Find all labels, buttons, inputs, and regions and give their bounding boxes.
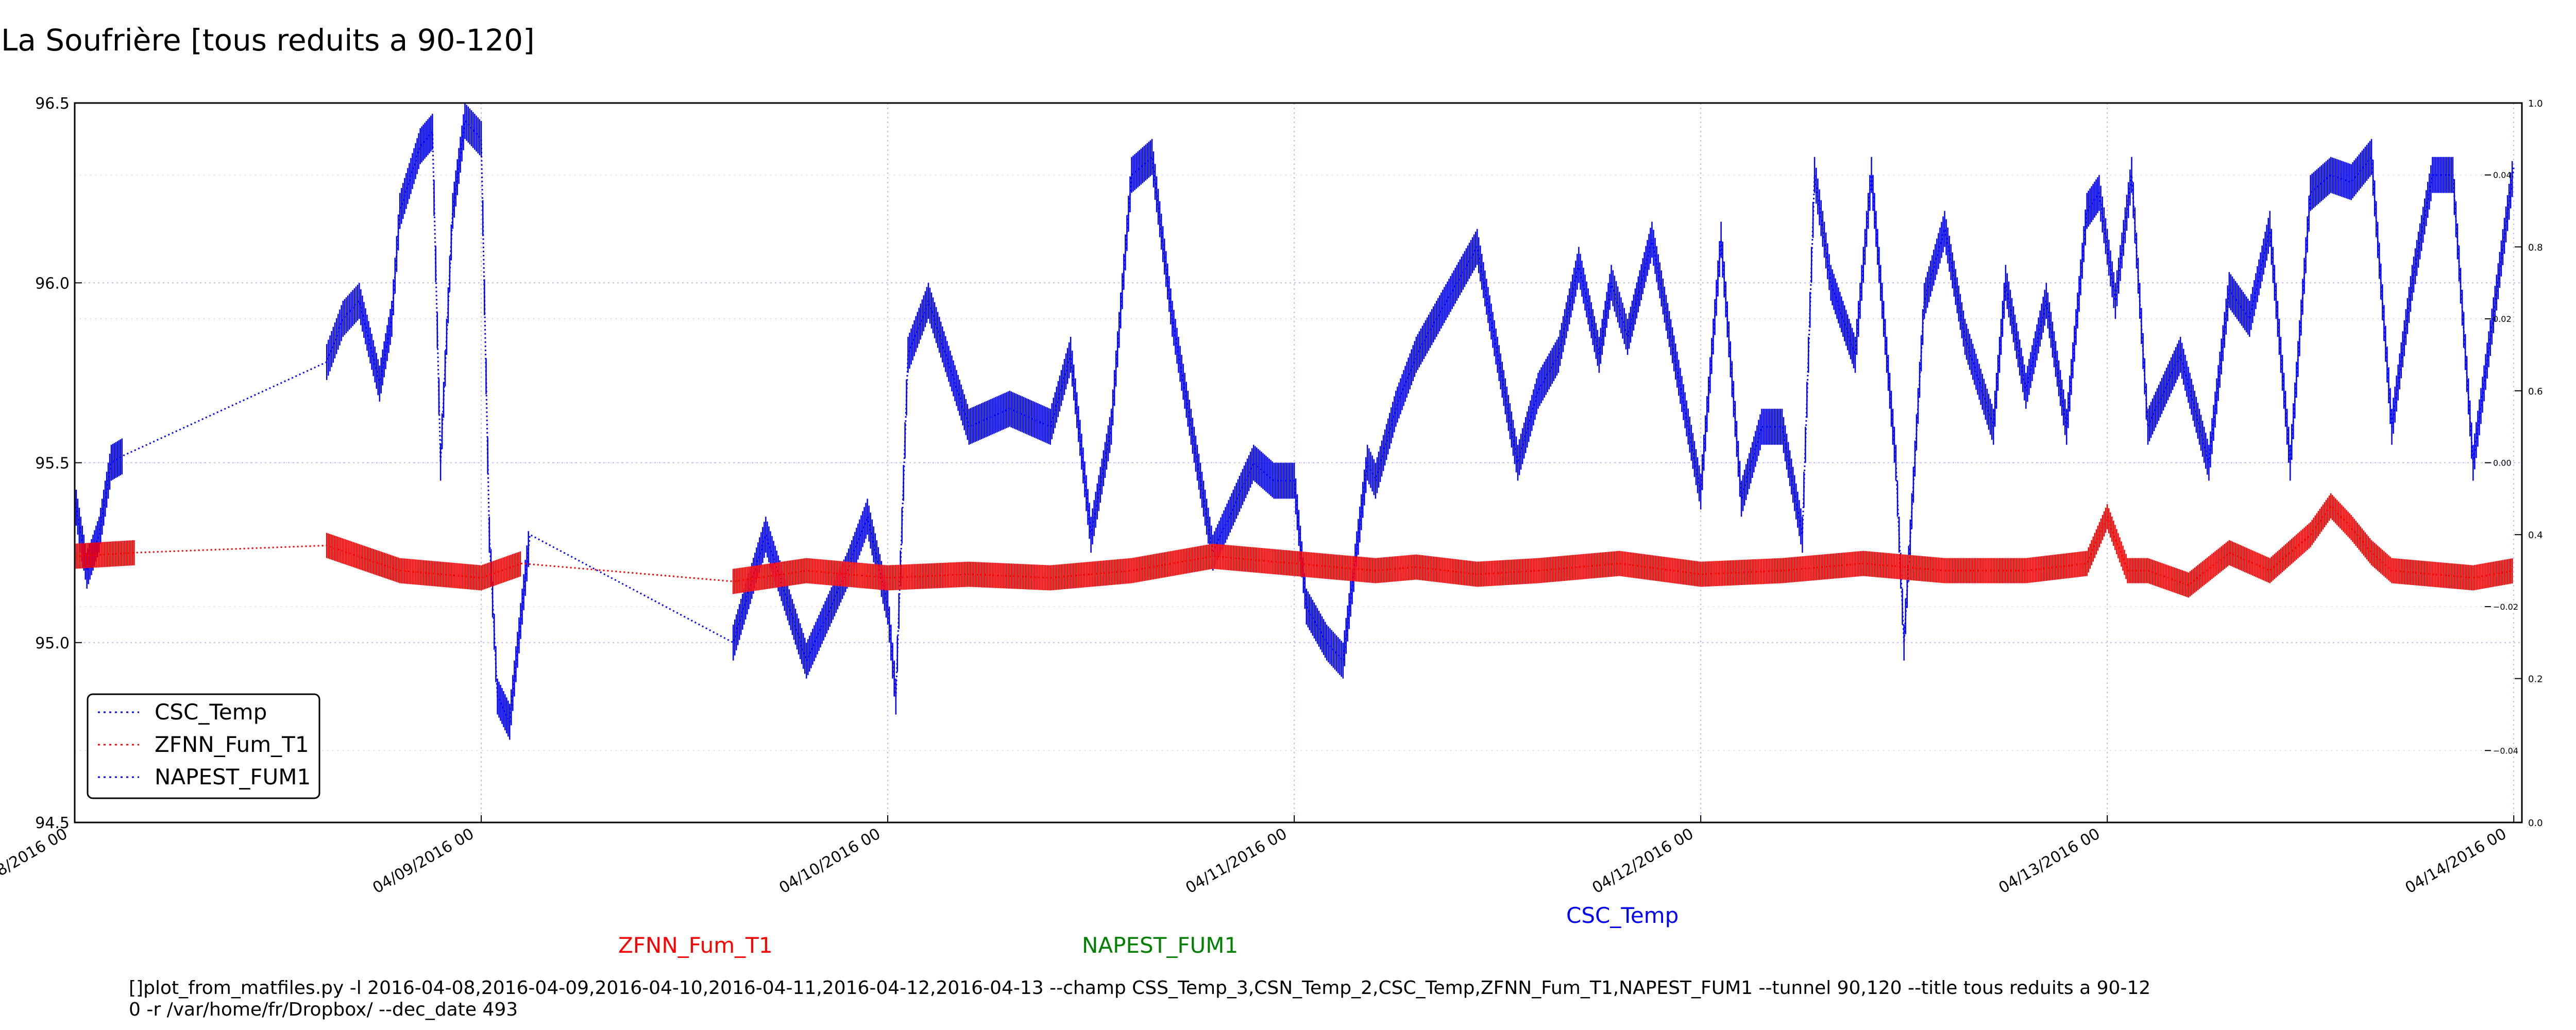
legend-item-csc: CSC_Temp <box>98 699 267 725</box>
footer-command-line-2: 0 -r /var/home/fr/Dropbox/ --dec_date 49… <box>129 999 518 1020</box>
series-zfnn_fum_t1 <box>74 493 2514 598</box>
series-csc_temp <box>74 103 2515 740</box>
bottom-label-zfnn: ZFNN_Fum_T1 <box>618 933 773 958</box>
bottom-label-csc: CSC_Temp <box>1566 903 1679 928</box>
footer-command-line-1: []plot_from_matfiles.py -l 2016-04-08,20… <box>129 977 2150 999</box>
right-inner-tick-label: 0.04 <box>2493 170 2512 180</box>
right-outer-tick-label: 0.4 <box>2528 530 2543 541</box>
x-tick-label: 04/11/2016 00 <box>1183 825 1291 898</box>
x-tick-label: 04/12/2016 00 <box>1589 825 1697 898</box>
x-tick-label: 04/13/2016 00 <box>1996 825 2104 898</box>
series-layer <box>74 103 2515 740</box>
grid-lines <box>74 103 2522 822</box>
y-tick-label: 95.0 <box>35 634 70 653</box>
legend-label-zfnn: ZFNN_Fum_T1 <box>155 732 309 757</box>
x-tick-label: 04/09/2016 00 <box>369 825 477 898</box>
y-axis-right-inner: −0.04 −0.02 0.00 0.02 0.04 <box>2485 170 2518 756</box>
right-outer-tick-label: 0.2 <box>2528 674 2543 685</box>
right-inner-tick-label: −0.02 <box>2493 602 2518 612</box>
right-outer-tick-label: 0.0 <box>2528 818 2543 829</box>
y-axis-right-outer: 0.0 0.2 0.4 0.6 0.8 1.0 <box>2515 98 2543 829</box>
bottom-label-napest: NAPEST_FUM1 <box>1082 933 1238 958</box>
right-outer-tick-label: 0.8 <box>2528 242 2543 253</box>
chart-title: La Soufrière [tous reduits a 90-120] <box>1 23 535 58</box>
x-tick-label: 04/10/2016 00 <box>776 825 884 898</box>
x-axis: 04/08/2016 00 04/09/2016 00 04/10/2016 00 0… <box>0 815 2515 898</box>
right-outer-tick-label: 0.6 <box>2528 386 2543 397</box>
legend-label-csc: CSC_Temp <box>155 699 267 725</box>
y-tick-label: 96.0 <box>35 274 70 293</box>
legend-item-zfnn: ZFNN_Fum_T1 <box>98 732 309 757</box>
y-tick-label: 96.5 <box>35 95 70 113</box>
y-axis-left: 94.5 95.0 95.5 96.0 96.5 <box>35 95 82 832</box>
right-inner-tick-label: 0.00 <box>2493 458 2512 468</box>
legend: CSC_Temp ZFNN_Fum_T1 NAPEST_FUM1 <box>87 693 320 799</box>
x-tick-label: 04/14/2016 00 <box>2402 825 2510 898</box>
right-inner-tick-label: 0.02 <box>2493 314 2512 324</box>
right-outer-tick-label: 1.0 <box>2528 98 2543 109</box>
y-tick-label: 94.5 <box>35 814 70 832</box>
legend-item-napest: NAPEST_FUM1 <box>98 764 311 789</box>
right-inner-tick-label: −0.04 <box>2493 746 2518 756</box>
x-tick-label: 04/08/2016 00 <box>0 825 71 898</box>
legend-label-napest: NAPEST_FUM1 <box>155 764 311 789</box>
legend-box <box>87 693 320 799</box>
y-tick-label: 95.5 <box>35 455 70 473</box>
